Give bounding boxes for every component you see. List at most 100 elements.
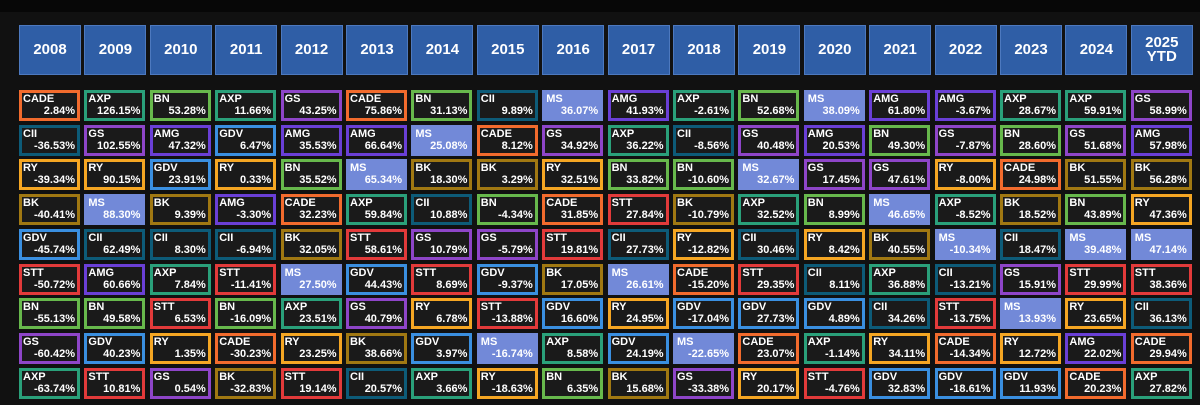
return-value: -63.74% xyxy=(34,382,75,395)
ticker-label: BN xyxy=(1069,197,1086,210)
return-value: 32.52% xyxy=(757,209,795,222)
return-value: 36.88% xyxy=(887,278,926,291)
return-cell: GDV -17.04% xyxy=(673,298,734,330)
return-value: 90.15% xyxy=(103,174,141,187)
return-cell: AXP 59.91% xyxy=(1065,90,1127,121)
return-value: 52.68% xyxy=(757,105,795,117)
ticker-label: GS xyxy=(546,127,563,140)
return-cell: AXP 3.66% xyxy=(411,367,473,399)
return-cell: BN 8.99% xyxy=(803,194,865,226)
ticker-label: MS xyxy=(938,231,956,244)
ticker-label: CII xyxy=(938,266,953,279)
ticker-label: AXP xyxy=(284,301,308,314)
return-cell: AXP 23.51% xyxy=(280,298,342,330)
return-value: 66.64% xyxy=(364,139,402,152)
ticker-label: BN xyxy=(677,162,693,175)
return-cell: RY -12.82% xyxy=(673,228,734,260)
return-value: -11.41% xyxy=(230,278,272,291)
return-value: 19.81% xyxy=(560,243,599,256)
return-cell: CII 27.73% xyxy=(607,228,669,260)
return-value: 38.36% xyxy=(1149,278,1187,291)
return-cell: BN 28.60% xyxy=(1000,124,1061,156)
return-value: 3.66% xyxy=(436,382,468,395)
return-cell: STT 29.35% xyxy=(738,263,800,295)
return-cell: MS 65.34% xyxy=(346,159,407,191)
return-cell: STT -13.75% xyxy=(934,298,996,330)
return-cell: BN -55.13% xyxy=(19,298,80,330)
return-value: 38.66% xyxy=(364,347,402,360)
return-value: 31.13% xyxy=(430,105,468,117)
return-cell: RY 12.72% xyxy=(1000,332,1061,364)
ticker-label: CII xyxy=(153,231,168,244)
return-cell: GS 40.79% xyxy=(346,298,407,330)
return-cell: GS 34.92% xyxy=(542,124,604,156)
return-value: -60.42% xyxy=(34,347,75,360)
ticker-label: CADE xyxy=(480,127,512,140)
ticker-label: GDV xyxy=(415,335,440,348)
return-value: 65.34% xyxy=(364,174,402,187)
ticker-label: GS xyxy=(742,127,759,140)
return-value: -4.76% xyxy=(824,382,860,395)
return-cell: AMG -3.30% xyxy=(215,194,277,226)
ticker-label: AMG xyxy=(807,127,834,140)
return-cell: CII -6.94% xyxy=(215,228,277,260)
ticker-label: GS xyxy=(938,127,955,140)
return-cell: GDV 6.47% xyxy=(215,124,277,156)
return-cell: MS 39.48% xyxy=(1065,228,1127,260)
return-value: 23.65% xyxy=(1084,313,1122,326)
return-value: 36.13% xyxy=(1149,313,1187,326)
ticker-label: STT xyxy=(284,370,306,383)
return-cell: CII 30.46% xyxy=(738,228,800,260)
return-value: 41.93% xyxy=(626,105,664,117)
return-value: 32.83% xyxy=(887,382,926,395)
ticker-label: AXP xyxy=(219,93,242,105)
ticker-label: AMG xyxy=(219,197,245,210)
return-value: 31.85% xyxy=(560,209,599,222)
return-value: -3.30% xyxy=(236,209,272,222)
return-value: 23.51% xyxy=(299,313,337,326)
return-cell: BK -40.41% xyxy=(19,194,80,226)
return-cell: GDV 11.93% xyxy=(1000,367,1061,399)
ticker-label: CII xyxy=(807,266,822,279)
ticker-label: AXP xyxy=(1069,93,1093,105)
return-value: -17.04% xyxy=(688,313,729,326)
return-value: 29.99% xyxy=(1084,278,1122,291)
ticker-label: CADE xyxy=(546,197,578,210)
return-cell: GDV 4.89% xyxy=(803,298,865,330)
return-cell: BN -16.09% xyxy=(215,298,277,330)
ticker-label: GDV xyxy=(88,335,113,348)
return-cell: CII 34.26% xyxy=(869,298,931,330)
return-cell: AMG 41.93% xyxy=(607,90,669,121)
ticker-label: BN xyxy=(480,197,497,210)
year-header: 2013 xyxy=(346,25,408,75)
return-value: 38.09% xyxy=(822,105,860,117)
return-value: 34.11% xyxy=(888,347,926,360)
ticker-label: RY xyxy=(677,231,692,244)
return-value: 1.35% xyxy=(174,347,206,360)
ticker-label: BN xyxy=(88,301,105,314)
return-cell: MS 27.50% xyxy=(280,263,342,295)
top-band xyxy=(0,0,1200,12)
year-header-row: 2008 2009 2010 2011 2012 2013 2014 2015 2016 2017… xyxy=(0,25,1200,77)
return-cell: AMG 61.80% xyxy=(869,90,931,121)
return-cell: BN 49.30% xyxy=(869,124,931,156)
ticker-label: AMG xyxy=(938,93,965,105)
ticker-label: AMG xyxy=(350,127,376,140)
return-value: -2.61% xyxy=(694,105,729,117)
ticker-label: RY xyxy=(1069,301,1085,314)
return-value: 51.55% xyxy=(1084,174,1122,187)
return-value: 9.89% xyxy=(501,105,533,117)
return-value: 0.54% xyxy=(174,382,206,395)
return-value: -36.53% xyxy=(34,139,75,152)
ticker-label: GS xyxy=(677,370,693,383)
returns-grid: CADE 2.84% AXP 126.15% BN 53.28% AXP 11.66% GS 43… xyxy=(0,90,1200,405)
ticker-label: CII xyxy=(1134,301,1149,314)
return-value: 75.86% xyxy=(364,105,402,117)
return-value: -12.82% xyxy=(688,243,729,256)
return-cell: GS -5.79% xyxy=(476,228,538,260)
return-value: 24.19% xyxy=(626,347,664,360)
return-value: -45.74% xyxy=(34,243,75,256)
return-value: 27.82% xyxy=(1149,382,1187,395)
return-cell: GS 43.25% xyxy=(280,90,342,121)
return-cell: BK 15.68% xyxy=(607,367,669,399)
